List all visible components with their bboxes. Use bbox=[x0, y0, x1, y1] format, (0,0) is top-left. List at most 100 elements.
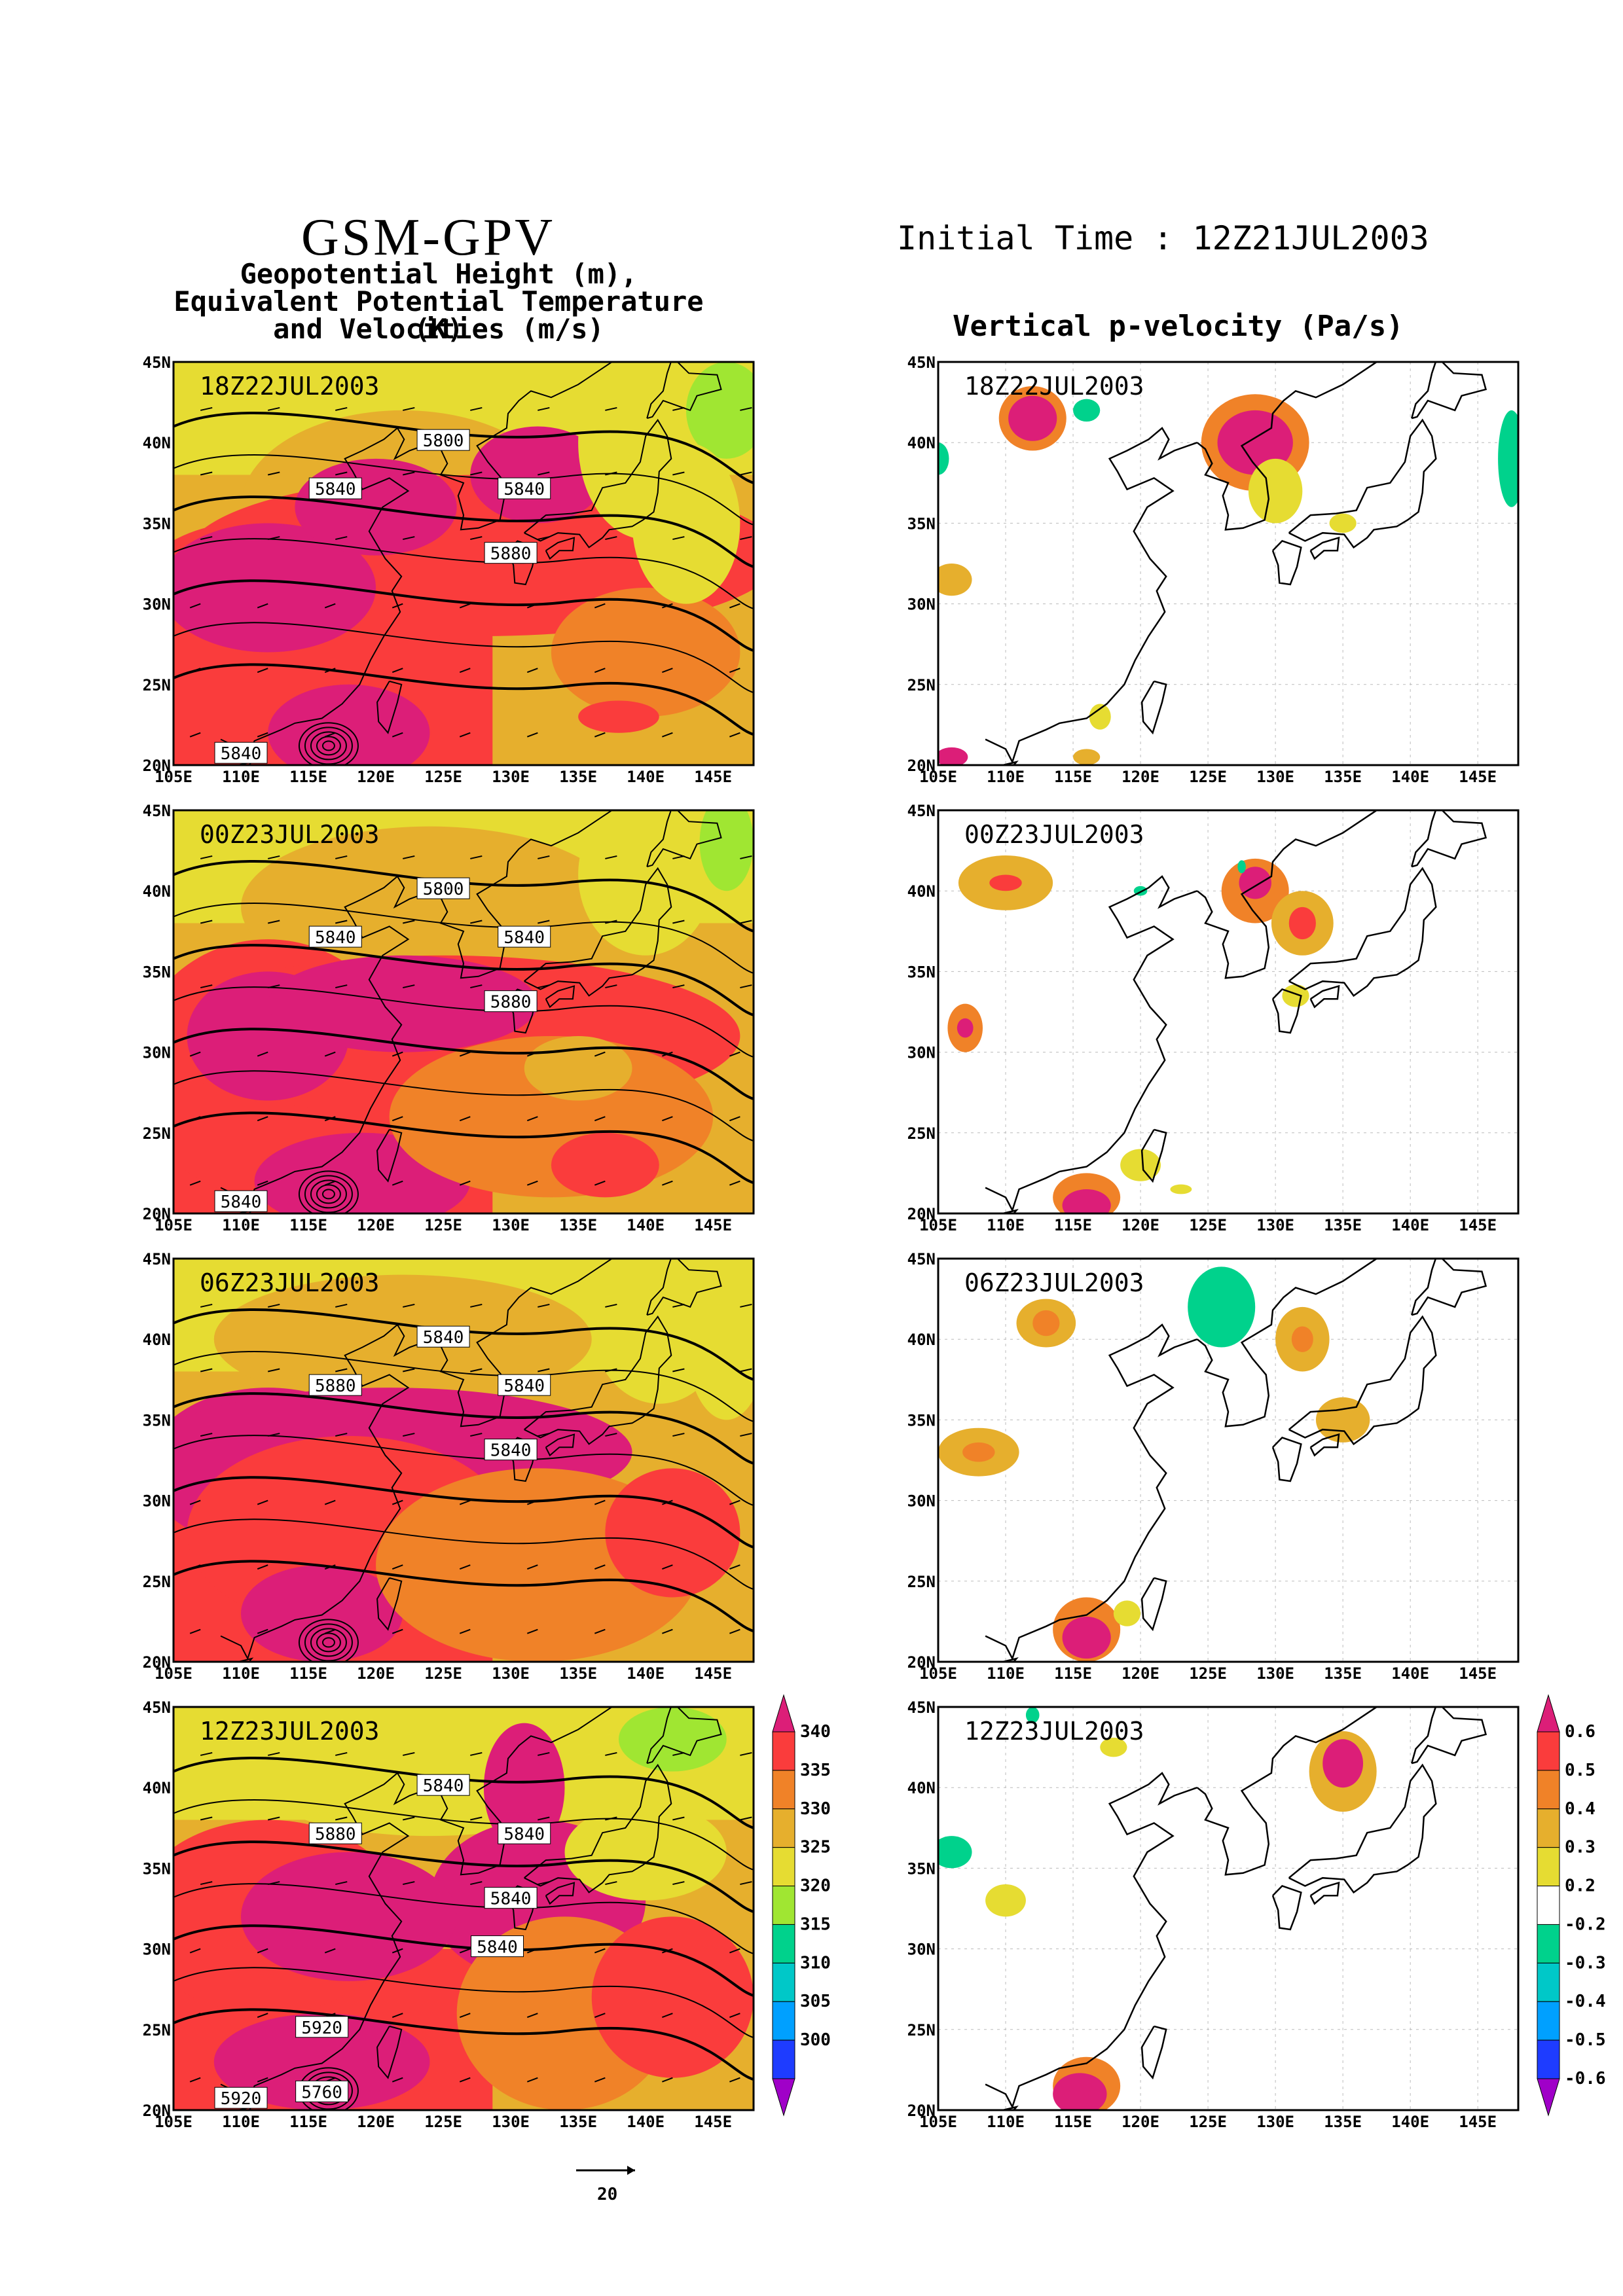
lon-label: 110E bbox=[987, 2113, 1025, 2131]
coastline bbox=[545, 1433, 575, 1457]
lon-label: 105E bbox=[919, 2113, 957, 2131]
height-label-box bbox=[484, 1887, 538, 1909]
coastline bbox=[376, 1577, 403, 1631]
colorbar-bottom-extension bbox=[1537, 2078, 1560, 2117]
lon-label: 125E bbox=[1189, 1216, 1227, 1234]
lon-label: 125E bbox=[424, 1664, 462, 1683]
wind-vector bbox=[268, 1368, 280, 1372]
typhoon-contour bbox=[321, 1189, 335, 1200]
left-subtitle-3: and Velocities (m/s) bbox=[273, 313, 604, 345]
wind-vector bbox=[605, 536, 617, 541]
omega-region bbox=[957, 1018, 974, 1038]
coastline bbox=[1140, 1128, 1167, 1183]
wind-vector bbox=[324, 1499, 336, 1505]
height-label: 5760 bbox=[301, 2083, 342, 2102]
colorbar-label: 0.4 bbox=[1565, 1799, 1596, 1819]
wind-vector bbox=[538, 1816, 550, 1821]
lat-label: 35N bbox=[143, 1411, 171, 1429]
omega-region bbox=[1073, 749, 1101, 765]
height-label-box bbox=[308, 1822, 362, 1844]
vector-reference-label: 20 bbox=[597, 2185, 618, 2204]
lon-label: 135E bbox=[559, 768, 597, 786]
wind-vector bbox=[459, 1180, 471, 1186]
lat-label: 25N bbox=[907, 2021, 936, 2039]
omega-region bbox=[1170, 1184, 1192, 1194]
wind-vector bbox=[200, 1303, 213, 1308]
wind-vector bbox=[662, 603, 673, 609]
wind-vector bbox=[662, 732, 673, 738]
wind-vector bbox=[740, 1751, 752, 1756]
lon-label: 140E bbox=[1391, 1216, 1429, 1234]
wind-vector bbox=[392, 1499, 403, 1505]
wind-vector bbox=[324, 1051, 336, 1057]
lon-label: 120E bbox=[1122, 1664, 1159, 1683]
lat-label: 45N bbox=[907, 802, 936, 820]
height-contour bbox=[173, 1392, 754, 1465]
colorbar-segment bbox=[1537, 2039, 1560, 2079]
lat-label: 20N bbox=[907, 1205, 936, 1223]
typhoon-contour bbox=[316, 1184, 341, 1204]
lon-label: 120E bbox=[1122, 1216, 1159, 1234]
colorbar-bottom-extension bbox=[772, 2078, 795, 2117]
wind-vector bbox=[459, 2013, 471, 2018]
wind-vector bbox=[268, 984, 280, 989]
coastline bbox=[1410, 362, 1487, 420]
wind-vector bbox=[257, 732, 268, 738]
lon-label: 105E bbox=[919, 768, 957, 786]
omega-region bbox=[1498, 410, 1518, 507]
coastline bbox=[646, 1259, 722, 1316]
wind-vector bbox=[594, 1499, 606, 1505]
omega-region bbox=[1237, 860, 1246, 874]
lat-label: 20N bbox=[143, 1205, 171, 1223]
wind-vector bbox=[268, 1303, 280, 1308]
height-label: 5840 bbox=[490, 1890, 532, 1909]
omega-region bbox=[1062, 1617, 1111, 1659]
lon-label: 115E bbox=[289, 2113, 327, 2131]
colorbar-segment bbox=[772, 1847, 795, 1887]
wind-vector bbox=[605, 1368, 617, 1372]
height-label-box bbox=[295, 2016, 349, 2038]
wind-vector bbox=[605, 1751, 617, 1756]
wind-vector bbox=[257, 668, 268, 673]
height-label: 5840 bbox=[503, 928, 545, 948]
height-label: 5840 bbox=[477, 1938, 518, 1958]
wind-vector bbox=[189, 1948, 201, 1954]
coastline bbox=[524, 867, 672, 997]
lon-label: 145E bbox=[1459, 1216, 1497, 1234]
colorbar-label: 325 bbox=[800, 1838, 831, 1857]
height-label: 5840 bbox=[423, 1776, 464, 1796]
wind-vector bbox=[662, 1628, 673, 1634]
lat-label: 40N bbox=[907, 1331, 936, 1349]
coastline bbox=[220, 875, 433, 1212]
wind-vector bbox=[740, 1816, 752, 1821]
lon-label: 145E bbox=[694, 768, 732, 786]
height-label-box bbox=[214, 2087, 268, 2109]
lat-label: 25N bbox=[907, 676, 936, 694]
height-label: 5800 bbox=[423, 431, 464, 451]
wind-vector bbox=[594, 668, 606, 673]
wind-vector bbox=[403, 471, 415, 476]
coastline bbox=[1309, 1881, 1340, 1905]
lat-label: 20N bbox=[143, 2102, 171, 2120]
wind-vector bbox=[740, 1368, 752, 1372]
wind-vector bbox=[470, 855, 483, 859]
wind-vector bbox=[470, 984, 483, 989]
omega-region bbox=[1100, 1737, 1127, 1757]
wind-vector bbox=[257, 603, 268, 609]
height-label-box bbox=[308, 925, 362, 948]
wind-vector bbox=[392, 1116, 403, 1122]
wind-vector bbox=[459, 1948, 471, 1954]
omega-region bbox=[1288, 906, 1316, 940]
wind-vector bbox=[392, 1948, 403, 1954]
wind-vector bbox=[189, 1116, 201, 1122]
wind-vector bbox=[324, 668, 336, 673]
lon-label: 125E bbox=[424, 768, 462, 786]
wind-vector bbox=[605, 1881, 617, 1886]
wind-vector bbox=[335, 1433, 348, 1437]
wind-vector bbox=[538, 406, 550, 411]
coastline bbox=[376, 680, 403, 734]
omega-region bbox=[938, 442, 949, 475]
omega-region bbox=[938, 564, 972, 596]
lon-label: 130E bbox=[1256, 2113, 1294, 2131]
theta-region bbox=[591, 1916, 754, 2078]
